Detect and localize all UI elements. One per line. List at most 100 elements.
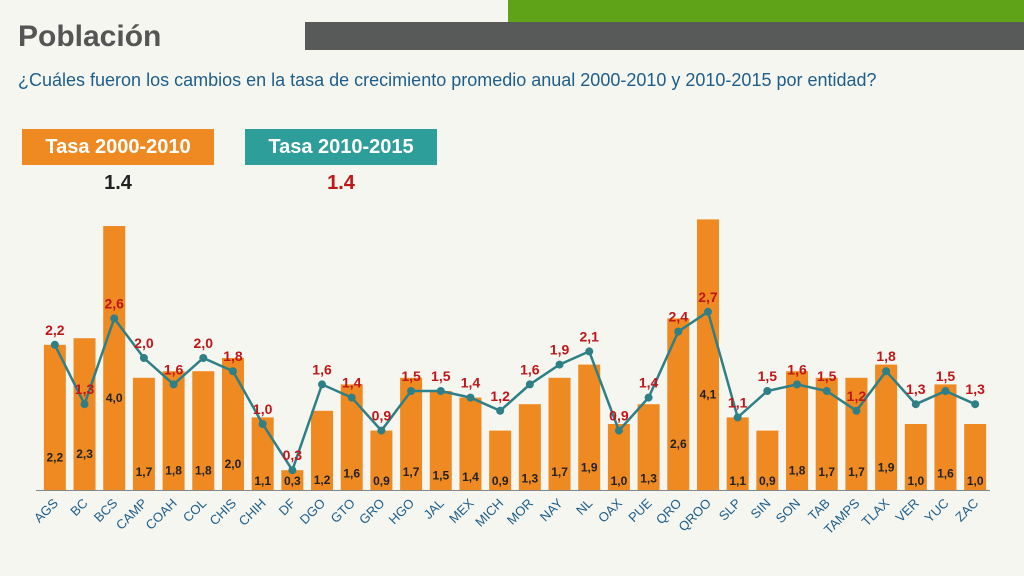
line-point-son <box>793 380 802 389</box>
bar-tab <box>815 377 838 490</box>
line-point-slp <box>733 413 742 422</box>
x-tick-label: NL <box>573 496 595 518</box>
series-line-2010-2015 <box>53 309 976 474</box>
line-value-label: 2,0 <box>194 335 214 351</box>
bar-yuc <box>934 384 957 490</box>
bar-ags <box>43 344 66 490</box>
bar-ver <box>904 424 927 490</box>
line-point-pue <box>644 393 653 402</box>
bar-value-label: 4,1 <box>700 388 717 402</box>
bar-value-label: 4,0 <box>106 391 123 405</box>
line-point-col <box>199 354 208 362</box>
bar-value-label: 0,3 <box>284 474 301 488</box>
line-value-label: 1,6 <box>787 361 807 377</box>
line-value-label: 1,5 <box>817 368 837 384</box>
line-value-label: 2,1 <box>579 328 599 344</box>
line-point-gro <box>377 426 386 435</box>
line-point-yuc <box>941 387 950 395</box>
x-tick-label: NAY <box>537 495 566 524</box>
bar-value-label: 2,6 <box>670 437 687 451</box>
legend-series1-average: 1.4 <box>104 172 132 194</box>
x-tick-label: DF <box>276 495 299 518</box>
bar-camp <box>132 377 155 490</box>
bar-value-label: 1,6 <box>343 467 360 481</box>
bar-value-label: 1,1 <box>254 474 271 488</box>
bar-qro <box>667 318 690 490</box>
bar-slp <box>726 417 749 490</box>
x-tick-label: VER <box>892 496 922 526</box>
bar-value-label: 1,9 <box>581 460 598 474</box>
line-point-qro <box>674 327 683 336</box>
bar-oax <box>607 424 630 490</box>
x-tick-label: ZAC <box>952 496 981 525</box>
line-value-label: 1,4 <box>342 375 362 391</box>
line-value-label: 1,8 <box>876 348 896 364</box>
x-tick-label: HGO <box>386 496 418 528</box>
bar-coah <box>162 371 185 490</box>
bar-mex <box>459 397 482 490</box>
bar-value-label: 1,2 <box>314 473 331 487</box>
line-point-bcs <box>110 314 119 323</box>
line-value-label: 0,3 <box>283 447 303 463</box>
bar-df <box>281 470 304 490</box>
line-point-tamps <box>852 406 861 415</box>
line-value-label: 1,6 <box>312 361 332 377</box>
line-value-label: 1,4 <box>639 375 659 391</box>
bar-chis <box>221 358 244 490</box>
line-point-zac <box>971 400 980 409</box>
bar-value-label: 1,9 <box>878 460 895 474</box>
x-tick-label: CAMP <box>113 496 150 533</box>
bar-hgo <box>400 377 423 490</box>
line-value-label: 1,5 <box>758 368 778 384</box>
bar-value-label: 1,7 <box>403 465 420 479</box>
bar-value-label: 1,7 <box>818 465 835 479</box>
bar-value-label: 1,0 <box>967 474 984 488</box>
x-tick-label: PUE <box>625 495 655 525</box>
growth-rate-chart: 2,2 2,3 4,0 1,7 1,8 1,8 2,0 1,1 0,3 1,2 1,6 0,9 1,7 1… <box>31 219 990 537</box>
bar-jal <box>429 391 452 490</box>
bar-nay <box>548 377 571 490</box>
bar-nl <box>578 364 601 490</box>
bar-value-label: 0,9 <box>492 474 509 488</box>
line-point-sin <box>763 387 772 395</box>
line-value-label: 1,6 <box>520 361 540 377</box>
legend-series1-badge: Tasa 2000-2010 <box>22 129 214 165</box>
line-point-gto <box>347 393 356 402</box>
bar-sin <box>756 430 779 490</box>
bar-value-label: 1,8 <box>165 463 182 477</box>
bar-qroo <box>696 219 719 490</box>
x-tick-label: YUC <box>922 496 952 526</box>
page-title: Población <box>18 20 162 53</box>
bar-tlax <box>875 364 898 490</box>
line-value-label: 0,9 <box>372 408 392 424</box>
x-tick-label: GTO <box>327 496 357 526</box>
bar-value-label: 1,3 <box>522 472 539 486</box>
line-point-nl <box>585 347 594 356</box>
bar-value-label: 1,5 <box>432 468 449 482</box>
line-point-chis <box>228 367 237 376</box>
line-value-label: 1,3 <box>965 381 985 397</box>
x-tick-label: MICH <box>472 496 506 530</box>
bar-gto <box>340 384 363 490</box>
bar-value-label: 1,8 <box>789 463 806 477</box>
x-tick-label: AGS <box>31 495 61 525</box>
line-point-qroo <box>703 307 712 316</box>
x-tick-label: TLAX <box>859 495 893 529</box>
line-value-label: 1,3 <box>75 381 95 397</box>
bar-value-label: 1,0 <box>611 474 628 488</box>
line-point-ags <box>50 340 59 349</box>
bar-gro <box>370 430 393 490</box>
x-tick-label: COL <box>180 496 210 526</box>
bar-col <box>192 371 215 490</box>
line-value-label: 2,4 <box>669 309 689 325</box>
bar-value-label: 0,9 <box>373 474 390 488</box>
bar-value-label: 1,0 <box>907 474 924 488</box>
line-point-tab <box>822 387 831 395</box>
x-tick-label: CHIH <box>236 496 269 529</box>
x-tick-label: SIN <box>748 496 774 522</box>
line-value-label: 1,8 <box>223 348 243 364</box>
x-tick-label: OAX <box>595 495 625 525</box>
line-value-label: 1,6 <box>164 361 184 377</box>
line-value-label: 1,2 <box>490 388 510 404</box>
x-tick-label: DGO <box>297 496 329 528</box>
